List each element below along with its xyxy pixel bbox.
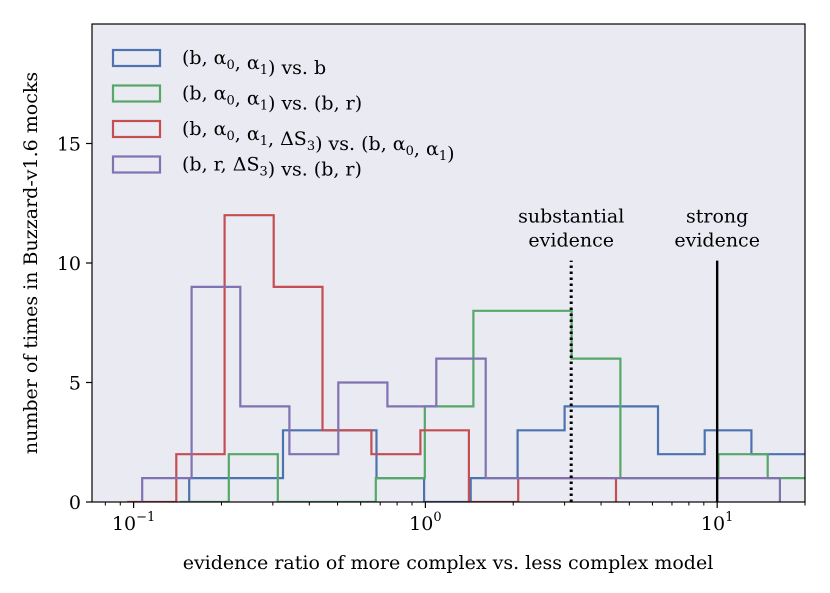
annotation-label: strong xyxy=(686,206,748,228)
y-tick-label: 5 xyxy=(69,373,81,395)
histogram-series xyxy=(127,214,805,502)
x-tick-label: 101 xyxy=(701,510,733,535)
annotation-label: evidence xyxy=(674,230,760,252)
annotation-label: evidence xyxy=(528,230,614,252)
annotation-label: substantial xyxy=(518,206,624,228)
axes: 0 5 10 15 10−1 100 101 xyxy=(57,134,806,535)
histogram-series-1 xyxy=(179,309,805,502)
y-tick-label: 0 xyxy=(69,492,81,514)
y-axis-label: number of times in Buzzard-v1.6 mocks xyxy=(20,72,42,454)
legend-label-0: (b, α0, α1) vs. b xyxy=(182,47,326,79)
plot-area xyxy=(92,24,805,502)
histogram-series-0 xyxy=(188,405,805,502)
legend-swatch-3 xyxy=(111,155,162,174)
legend-swatch-1 xyxy=(111,84,162,103)
histogram-series-2 xyxy=(127,214,618,502)
y-tick-label: 10 xyxy=(57,253,81,275)
legend-swatch-2 xyxy=(111,119,162,139)
x-axis-label: evidence ratio of more complex vs. less … xyxy=(183,552,714,574)
legend-label-2: (b, α0, α1, ΔS3) vs. (b, α0, α1) xyxy=(182,118,455,165)
legend-swatch-0 xyxy=(111,48,162,68)
legend-label-3: (b, r, ΔS3) vs. (b, r) xyxy=(182,154,362,181)
legend-label-1: (b, α0, α1) vs. (b, r) xyxy=(182,83,362,115)
y-tick-label: 15 xyxy=(57,134,81,156)
legend: (b, α0, α1) vs. b(b, α0, α1) vs. (b, r)(… xyxy=(111,47,455,181)
histogram-series-3 xyxy=(141,285,781,502)
x-tick-label: 100 xyxy=(409,510,441,535)
x-tick-label: 10−1 xyxy=(112,510,155,535)
